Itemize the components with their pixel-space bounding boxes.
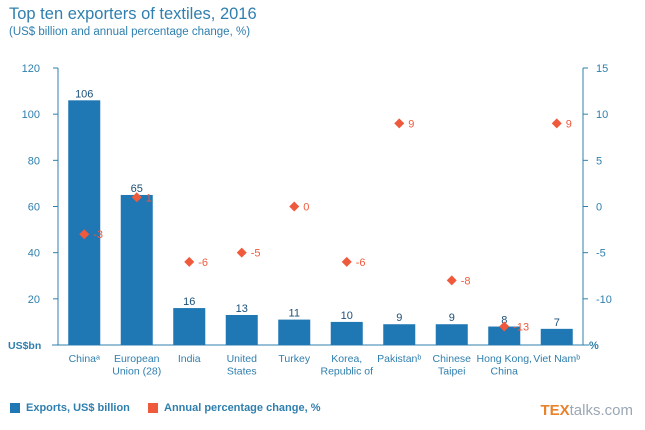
change-marker [236, 247, 247, 258]
change-value-label: 1 [146, 192, 152, 204]
change-marker [79, 229, 90, 240]
x-tick-label: European [114, 353, 160, 365]
bar [120, 194, 153, 345]
change-value-label: -13 [513, 322, 529, 334]
y-left-unit-label: US$bn [8, 340, 41, 352]
chart-subtitle: (US$ billion and annual percentage chang… [9, 26, 251, 38]
change-value-label: -5 [251, 248, 261, 260]
change-marker [131, 192, 142, 203]
x-tick-label: Pakistanᵇ [377, 353, 421, 365]
bar-value-label: 65 [131, 183, 143, 195]
legend-change: Annual percentage change, % [148, 402, 320, 414]
y-left-tick-label: 40 [28, 248, 40, 260]
bar [173, 308, 206, 345]
bar [68, 100, 101, 345]
change-value-label: -6 [198, 257, 208, 269]
bar-value-label: 10 [341, 310, 353, 322]
bar [225, 314, 258, 345]
x-tick-label: Hong Kong, [477, 353, 532, 365]
legend-change-label: Annual percentage change, % [164, 402, 321, 414]
x-tick-label: Taipei [438, 366, 465, 378]
change-value-label: -8 [461, 275, 471, 287]
brand-logo: TEXtalks.com [540, 402, 633, 419]
legend-exports-label: Exports, US$ billion [26, 402, 130, 414]
bar [330, 321, 363, 345]
change-marker [499, 321, 510, 332]
bar-value-label: 9 [396, 312, 402, 324]
bar-value-label: 7 [554, 317, 560, 329]
bar-value-label: 9 [449, 312, 455, 324]
x-tick-label: Turkey [278, 353, 310, 365]
bar-value-label: 106 [75, 88, 93, 100]
change-value-label: -3 [93, 229, 103, 241]
y-left-tick-label: 80 [28, 155, 40, 167]
change-value-label: 0 [303, 202, 309, 214]
x-tick-label: United [227, 353, 258, 365]
bar [278, 319, 311, 345]
x-tick-label: Chinaᵃ [69, 353, 100, 365]
y-right-tick-label: 0 [596, 202, 602, 214]
x-tick-label: Republic of [320, 366, 373, 378]
bar-value-label: 13 [236, 303, 248, 315]
change-marker [394, 118, 405, 129]
y-right-tick-label: -10 [596, 294, 612, 306]
bar [488, 326, 521, 345]
change-value-label: 9 [408, 118, 414, 130]
bar [435, 324, 468, 345]
chart-title: Top ten exporters of textiles, 2016 [9, 5, 257, 23]
x-tick-label: Union (28) [112, 366, 161, 378]
brand-part2: talks.com [569, 402, 633, 419]
change-value-label: -6 [356, 257, 366, 269]
change-marker [184, 256, 195, 267]
change-marker [341, 256, 352, 267]
y-left-tick-label: 60 [28, 202, 40, 214]
x-tick-label: India [178, 353, 201, 365]
x-tick-label: States [227, 366, 257, 378]
legend-exports-swatch [10, 403, 20, 413]
bar-value-label: 11 [289, 308, 300, 320]
y-left-tick-label: 20 [28, 294, 40, 306]
x-tick-label: China [491, 366, 519, 378]
y-left-tick-label: 100 [22, 109, 40, 121]
bar [383, 324, 416, 345]
y-right-tick-label: -5 [596, 248, 606, 260]
bar [540, 328, 573, 345]
x-tick-label: Chinese [432, 353, 471, 365]
x-tick-label: Korea, [331, 353, 362, 365]
bar-value-label: 8 [501, 315, 507, 327]
legend-change-swatch [148, 403, 158, 413]
y-left-tick-label: 120 [22, 63, 40, 75]
change-marker [289, 201, 300, 212]
y-right-tick-label: 10 [596, 109, 608, 121]
change-marker [446, 275, 457, 286]
change-marker [551, 118, 562, 129]
x-tick-label: Viet Namᵇ [533, 353, 580, 365]
bar-value-label: 16 [183, 296, 195, 308]
legend-exports: Exports, US$ billion [10, 402, 130, 414]
change-value-label: 9 [566, 118, 572, 130]
y-right-tick-label: 15 [596, 63, 608, 75]
y-right-unit-label: % [589, 340, 599, 352]
brand-part1: TEX [540, 402, 570, 419]
y-right-tick-label: 5 [596, 155, 602, 167]
